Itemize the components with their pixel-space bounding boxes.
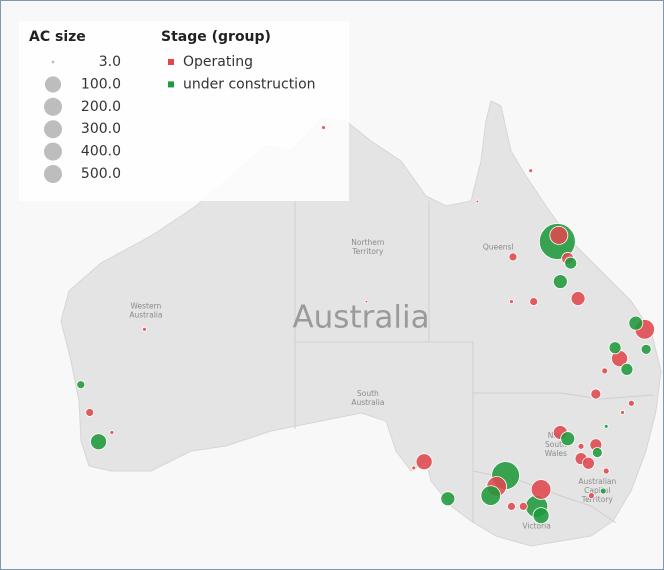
plant-bubble (364, 299, 369, 304)
size-legend-symbol (44, 97, 62, 116)
place-label: Wales (545, 449, 567, 458)
stage-legend-swatch (168, 59, 174, 65)
plant-bubble (109, 430, 115, 435)
plant-bubble (415, 453, 433, 471)
size-legend-label: 300.0 (81, 121, 121, 137)
place-label: South (357, 389, 379, 398)
plant-bubble (530, 479, 552, 500)
size-legend-symbol (44, 165, 62, 183)
plant-bubble (518, 501, 528, 511)
size-legend-label: 200.0 (81, 99, 121, 115)
plant-bubble (601, 367, 609, 375)
size-legend-label: 3.0 (99, 54, 121, 70)
plant-bubble (509, 299, 514, 304)
plant-bubble (528, 168, 534, 174)
size-legend-label: 100.0 (81, 76, 121, 92)
plant-bubble (577, 442, 585, 450)
place-label: Victoria (522, 521, 550, 530)
size-legend-symbol (44, 120, 62, 139)
stage-legend-swatch (168, 81, 174, 88)
place-label: Queensl (483, 243, 514, 252)
size-legend-label: 400.0 (81, 144, 121, 160)
place-label: South (545, 440, 567, 449)
plant-bubble (628, 315, 644, 331)
plant-bubble (321, 125, 326, 130)
place-label: Australia (129, 310, 162, 319)
plant-bubble (529, 297, 539, 307)
plant-bubble (582, 456, 595, 470)
place-label: Australia (351, 398, 384, 407)
size-legend-symbol (51, 60, 55, 64)
plant-bubble (507, 501, 516, 511)
plant-bubble (532, 507, 550, 525)
size-legend-label: 500.0 (81, 166, 121, 182)
plant-bubble (591, 447, 603, 458)
place-label: Northern (351, 238, 385, 247)
plant-bubble (599, 487, 607, 495)
stage-legend-title: Stage (group) (161, 29, 271, 45)
size-legend-symbol (44, 142, 62, 161)
border (429, 341, 474, 523)
plant-bubble (90, 433, 108, 451)
plant-bubble (475, 199, 480, 204)
place-label: Territory (581, 495, 614, 504)
place-label: Australian (578, 477, 616, 486)
plant-bubble (508, 252, 518, 262)
plant-bubble (76, 380, 86, 390)
place-label: Capital (584, 486, 610, 495)
stage-legend-label: under construction (183, 76, 316, 92)
legend-background (19, 21, 349, 201)
border (473, 392, 654, 400)
plant-bubble (560, 431, 576, 447)
plant-bubble (564, 256, 578, 270)
plant-bubble (570, 291, 586, 306)
plant-bubble (627, 399, 635, 407)
map-label: Australia (292, 300, 429, 336)
plant-bubble (480, 485, 502, 506)
plant-bubble (602, 467, 610, 475)
size-legend-symbol (44, 76, 62, 93)
stage-legend-label: Operating (183, 54, 253, 70)
plant-bubble (590, 388, 602, 400)
place-label: Western (131, 301, 162, 310)
plant-bubble (549, 225, 569, 245)
plant-bubble (552, 274, 568, 289)
plant-bubble (85, 408, 95, 417)
plant-bubble (620, 410, 625, 415)
plant-bubble (603, 423, 609, 429)
plant-bubble (608, 341, 622, 355)
size-legend-title: AC size (29, 29, 86, 45)
place-label: Territory (351, 247, 384, 256)
plant-bubble (440, 491, 456, 507)
plant-bubble (411, 465, 417, 471)
plant-bubble (620, 362, 634, 376)
plant-bubble (640, 343, 652, 355)
plant-bubble (142, 326, 147, 332)
plant-bubble (587, 492, 595, 500)
